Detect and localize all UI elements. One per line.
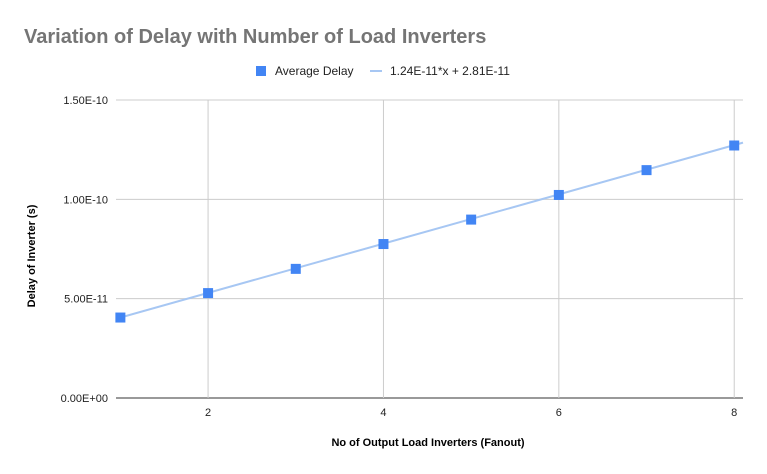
x-axis-ticks: 2 4 6 8 <box>205 407 737 419</box>
trendline <box>115 141 744 320</box>
gridlines <box>116 99 743 399</box>
data-point <box>203 288 214 299</box>
x-tick-label: 2 <box>205 407 211 419</box>
y-tick-label: 0.00E+00 <box>61 393 108 405</box>
legend-label-trendline: 1.24E-11*x + 2.81E-11 <box>390 64 510 78</box>
data-point <box>553 189 564 200</box>
data-point <box>378 239 389 250</box>
legend: Average Delay 1.24E-11*x + 2.81E-11 <box>256 64 510 78</box>
x-tick-label: 6 <box>556 407 562 419</box>
y-tick-label: 1.50E-10 <box>63 95 108 107</box>
legend-marker-average-delay <box>256 66 266 76</box>
y-tick-label: 1.00E-10 <box>63 194 108 206</box>
data-point <box>115 312 126 323</box>
x-tick-label: 8 <box>731 407 737 419</box>
x-axis-title: No of Output Load Inverters (Fanout) <box>331 437 524 449</box>
y-axis-title: Delay of Inverter (s) <box>26 204 38 307</box>
y-axis-ticks: 0.00E+00 5.00E-11 1.00E-10 1.50E-10 <box>61 95 108 405</box>
data-point <box>729 140 740 151</box>
data-point <box>641 165 652 176</box>
data-points <box>115 140 740 323</box>
y-tick-label: 5.00E-11 <box>64 294 108 306</box>
trendline-group <box>115 141 744 320</box>
x-tick-label: 4 <box>380 407 386 419</box>
data-point <box>466 214 477 225</box>
data-point <box>290 263 301 274</box>
legend-label-average-delay: Average Delay <box>275 64 354 78</box>
chart-title: Variation of Delay with Number of Load I… <box>24 26 486 48</box>
